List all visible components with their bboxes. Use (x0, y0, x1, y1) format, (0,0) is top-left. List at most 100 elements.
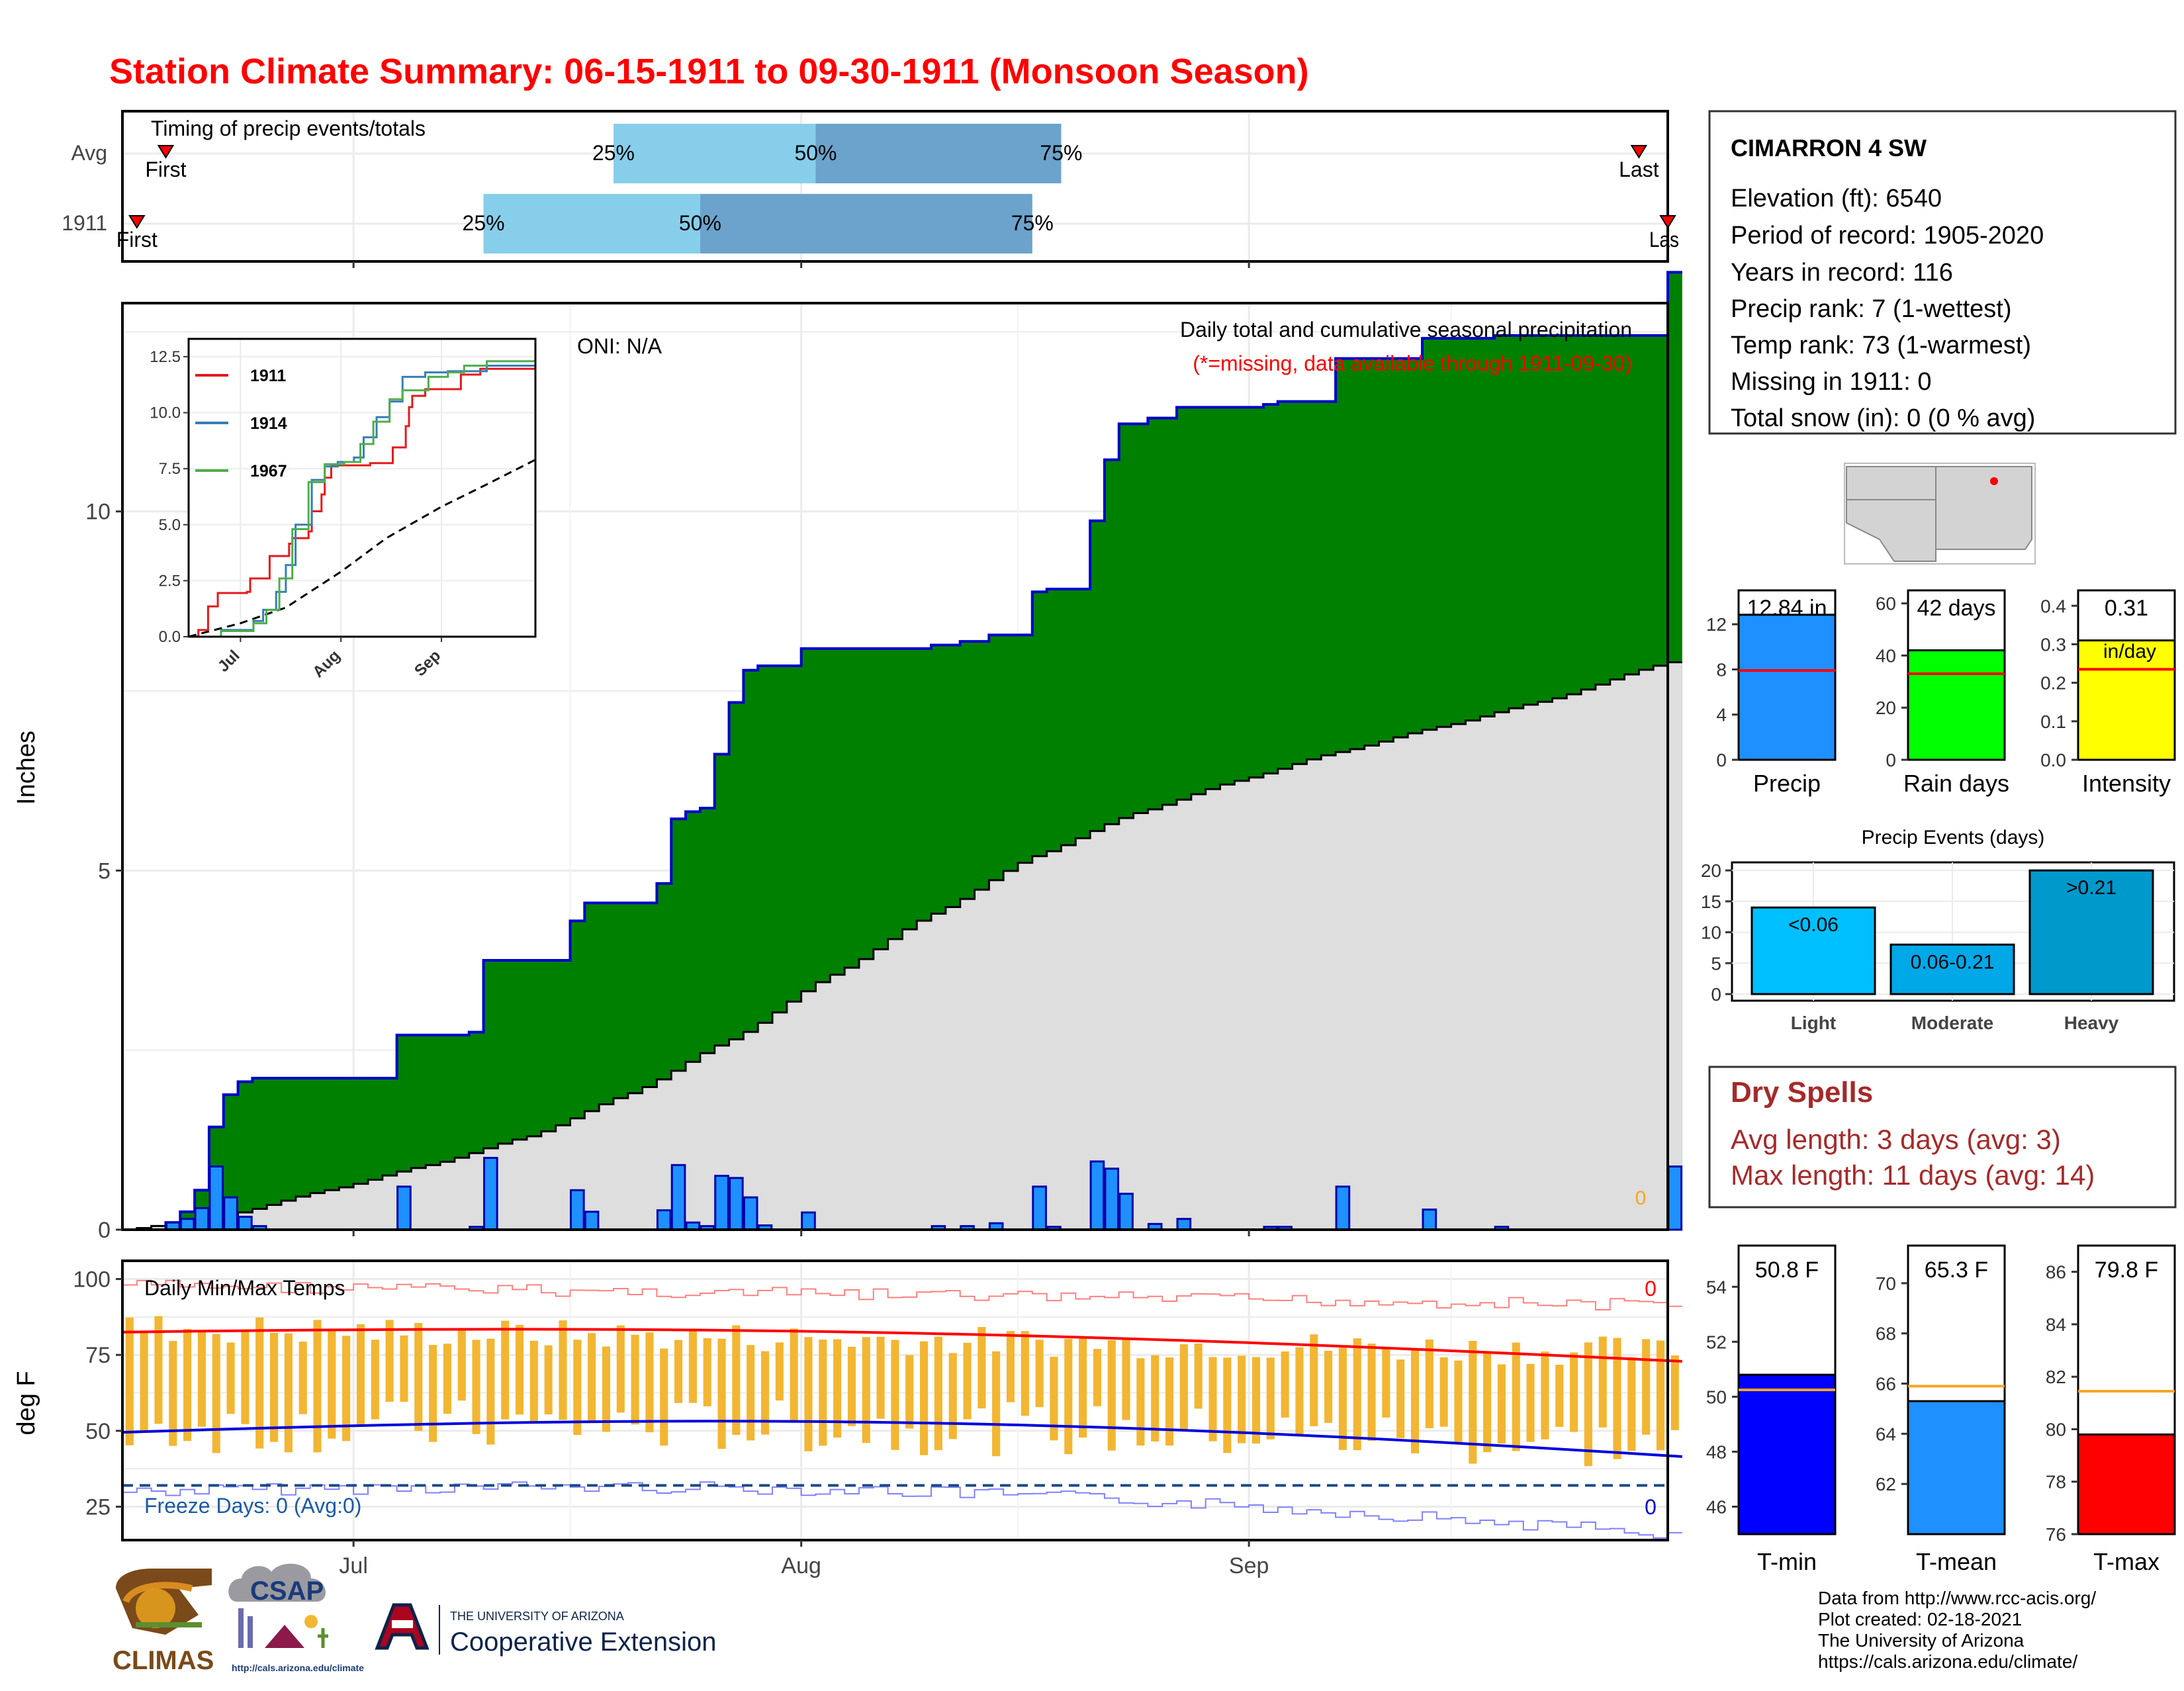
daily-temp-bar (1093, 1349, 1101, 1406)
temp-chart: 25 50 75 100 Jul Aug Sep deg F Daily Min/Max T… (13, 1259, 1682, 1578)
last-event-label: Las (1649, 228, 1679, 251)
daily-temp-bar (1324, 1350, 1333, 1423)
temp-summary-value: 50.8 F (1755, 1257, 1819, 1283)
daily-temp-bar (602, 1346, 611, 1432)
daily-temp-bar (154, 1316, 163, 1424)
daily-precip-bar (1118, 1193, 1134, 1231)
inset-series-line (189, 352, 537, 638)
inset-y-tick-label: 2.5 (159, 572, 181, 590)
inset-y-tick-label: 5.0 (159, 516, 181, 534)
daily-temp-bar (790, 1328, 798, 1421)
daily-precip-bar (396, 1185, 412, 1231)
daily-precip-bar (238, 1215, 253, 1231)
daily-precip-bar (729, 1177, 744, 1231)
daily-temp-bar (674, 1340, 683, 1403)
station-line: Temp rank: 73 (1-warmest) (1731, 332, 2031, 359)
events-bar (2028, 869, 2154, 995)
events-tick-label: 20 (1701, 860, 1721, 881)
locator-map (1844, 463, 2036, 565)
daily-temp-bar (342, 1336, 351, 1441)
daily-precip-bar (483, 1156, 498, 1231)
station-line: Years in record: 116 (1731, 259, 1953, 287)
daily-temp-bar (1338, 1348, 1347, 1450)
events-category-label: Heavy (2064, 1013, 2119, 1033)
y-tick-label: 25 (85, 1495, 111, 1520)
precip-chart: 0 5 10 Inches ONI: N/A Daily total and cum… (13, 271, 1683, 1243)
daily-temp-bar (486, 1338, 495, 1445)
temp-summary-tick-label: 68 (1876, 1324, 1896, 1344)
summary-tick-label: 40 (1876, 645, 1896, 666)
dry-spells-max: Max length: 11 days (avg: 14) (1731, 1160, 2095, 1191)
y-tick-label: 100 (73, 1267, 111, 1293)
daily-temp-bar (573, 1340, 582, 1435)
daily-precip-bar (714, 1175, 729, 1231)
precip-caption-missing: (*=missing, data available through 1911-… (1193, 351, 1632, 375)
tmax-record-count: 0 (1645, 1277, 1657, 1301)
daily-temp-bar (1382, 1348, 1390, 1418)
daily-precip-bar (208, 1165, 224, 1231)
daily-temp-bar (414, 1322, 423, 1432)
legend-label: 1914 (250, 414, 287, 433)
daily-temp-bar (1281, 1351, 1289, 1418)
daily-temp-bar (660, 1348, 668, 1446)
daily-temp-bar (1050, 1356, 1058, 1441)
daily-temp-bar (1483, 1351, 1492, 1453)
daily-precip-bar (1422, 1209, 1437, 1231)
daily-temp-bar (631, 1334, 639, 1425)
temp-summary-tick-label: 54 (1706, 1277, 1727, 1297)
inset-y-tick-label: 10.0 (150, 404, 181, 422)
daily-temp-bar (385, 1320, 394, 1402)
daily-precip-bar (670, 1164, 686, 1231)
daily-precip-bar (194, 1207, 210, 1231)
summary-tick-label: 60 (1876, 594, 1896, 614)
daily-temp-bar (934, 1336, 942, 1451)
daily-temp-bar (645, 1332, 654, 1433)
summary-tick-label: 8 (1716, 659, 1727, 680)
daily-temp-bar (255, 1317, 264, 1449)
daily-temp-bar (992, 1351, 1001, 1457)
events-tick-label: 15 (1701, 891, 1721, 912)
timing-p25-label: 25% (463, 211, 505, 235)
inset-y-tick-label: 7.5 (159, 460, 181, 478)
daily-temp-bar (688, 1328, 697, 1403)
temp-label: Daily Min/Max Temps (144, 1276, 345, 1300)
inset-series-line (189, 364, 537, 638)
station-line: Total snow (in): 0 (0 % avg) (1731, 404, 2035, 432)
daily-temp-bar (775, 1342, 784, 1401)
daily-temp-bar (1266, 1357, 1275, 1440)
daily-temp-bar (1425, 1339, 1433, 1428)
dry-spells-avg: Avg length: 3 days (avg: 3) (1731, 1124, 2061, 1155)
daily-temp-bar (197, 1332, 206, 1427)
summary-tick-label: 20 (1876, 698, 1896, 718)
daily-temp-bar (717, 1338, 726, 1449)
daily-temp-bar (1136, 1358, 1145, 1446)
y-tick-label: 0 (98, 1218, 111, 1243)
temp-summary-tick-label: 52 (1706, 1332, 1727, 1352)
last-event-label: Last (1619, 158, 1659, 181)
daily-temp-bar (1021, 1331, 1029, 1416)
inset-y-tick-label: 0.0 (159, 628, 181, 646)
timing-row-1911: 1911 (62, 211, 107, 235)
temp-summary-tick-label: 76 (2046, 1524, 2066, 1545)
daily-temp-bar (732, 1325, 741, 1435)
timing-p75-label: 75% (1011, 211, 1054, 235)
timing-bar-q3 (700, 194, 1032, 253)
daily-precip-bar (584, 1211, 600, 1231)
timing-panel: 25% 50% 75% First Last 25% 50% 75% First Las Timi… (62, 110, 1679, 268)
footer-credits: Data from http://www.rcc-acis.org/ Plot … (1818, 1588, 2096, 1672)
daily-temp-bar (400, 1335, 408, 1402)
daily-precip-bar (1104, 1167, 1120, 1231)
station-name: CIMARRON 4 SW (1731, 134, 1927, 161)
x-tick-label: Sep (1229, 1553, 1269, 1578)
footer-line: Data from http://www.rcc-acis.org/ (1818, 1588, 2096, 1608)
summary-value-label: 0.31 (2105, 596, 2148, 621)
daily-temp-bar (269, 1332, 279, 1442)
events-category-label: Moderate (1911, 1013, 1993, 1033)
daily-precip-bar (179, 1218, 195, 1231)
events-bar-label: 0.06-0.21 (1911, 951, 1995, 973)
daily-temp-bar (919, 1341, 929, 1455)
station-location-dot (1990, 477, 1998, 485)
events-category-label: Light (1791, 1013, 1836, 1033)
events-bar (1751, 906, 1876, 995)
temp-summary-tick-label: 46 (1706, 1496, 1727, 1517)
